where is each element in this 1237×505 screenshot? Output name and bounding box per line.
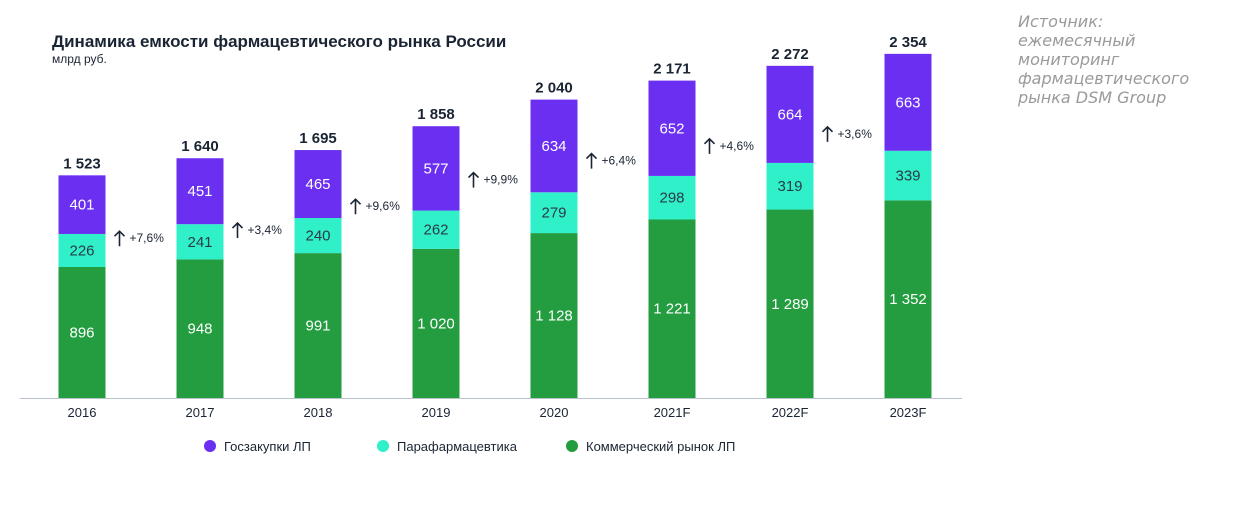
legend-label: Госзакупки ЛП: [224, 439, 311, 454]
up-arrow-icon: [467, 171, 480, 188]
segment-label: 241: [187, 234, 212, 251]
growth-label: +9,9%: [484, 173, 519, 187]
segment-label: 1 289: [771, 296, 809, 313]
segment-label: 896: [69, 325, 94, 342]
segment-label: 465: [305, 176, 330, 193]
bar-segment: [884, 53, 932, 151]
bar-segment: [294, 253, 342, 398]
up-arrow-icon: [821, 125, 834, 142]
total-label: 2 272: [771, 46, 809, 63]
bar-segment: [412, 248, 460, 398]
segment-label: 652: [659, 120, 684, 137]
segment-label: 298: [659, 190, 684, 207]
total-label: 1 695: [299, 130, 337, 147]
segment-label: 319: [777, 178, 802, 195]
total-label: 2 354: [889, 34, 927, 51]
bar-segment: [58, 175, 106, 234]
segment-label: 339: [895, 168, 920, 185]
bar-segment: [294, 150, 342, 219]
bar-segment: [294, 218, 342, 254]
bar-segment: [648, 80, 696, 176]
bar-segment: [766, 209, 814, 398]
segment-label: 451: [187, 183, 212, 200]
segment-label: 663: [895, 94, 920, 111]
growth-label: +4,6%: [720, 139, 755, 153]
segment-label: 577: [423, 160, 448, 177]
bar-segment: [176, 224, 224, 260]
x-tick-label: 2022F: [772, 405, 809, 420]
segment-label: 401: [69, 197, 94, 214]
up-arrow-icon: [113, 230, 126, 247]
segment-label: 240: [305, 228, 330, 245]
x-tick-label: 2017: [186, 405, 215, 420]
x-tick-label: 2023F: [890, 405, 927, 420]
x-tick-label: 2016: [68, 405, 97, 420]
segment-label: 262: [423, 222, 448, 239]
legend-marker: [204, 440, 216, 452]
segment-label: 1 352: [889, 291, 927, 308]
bar-segment: [530, 192, 578, 234]
legend-label: Парафармацевтика: [397, 439, 518, 454]
growth-label: +7,6%: [130, 231, 165, 245]
bar-segment: [648, 175, 696, 220]
segment-label: 1 128: [535, 308, 573, 325]
up-arrow-icon: [703, 137, 716, 154]
legend-label: Коммерческий рынок ЛП: [586, 439, 735, 454]
source-note: Источник: ежемесячный мониторинг фармаце…: [1018, 12, 1190, 107]
total-label: 1 640: [181, 138, 219, 155]
segment-label: 226: [69, 242, 94, 259]
bar-segment: [58, 267, 106, 398]
growth-label: +3,6%: [838, 127, 873, 141]
legend-marker: [377, 440, 389, 452]
growth-label: +3,4%: [248, 223, 283, 237]
bar-segment: [58, 233, 106, 268]
x-tick-label: 2021F: [654, 405, 691, 420]
chart-svg: Динамика емкости фармацевтического рынка…: [20, 32, 962, 454]
bar-segment: [884, 200, 932, 398]
up-arrow-icon: [585, 152, 598, 169]
growth-label: +9,6%: [366, 199, 401, 213]
bar-segment: [176, 259, 224, 398]
segment-label: 279: [541, 205, 566, 222]
bar-segment: [648, 219, 696, 398]
bar-segment: [884, 150, 932, 201]
growth-label: +6,4%: [602, 154, 637, 168]
bar-segment: [530, 99, 578, 193]
x-tick-label: 2019: [422, 405, 451, 420]
bar-segment: [176, 158, 224, 225]
up-arrow-icon: [349, 198, 362, 215]
x-tick-label: 2018: [304, 405, 333, 420]
segment-label: 1 020: [417, 315, 455, 332]
total-label: 1 523: [63, 155, 101, 172]
chart-area: Динамика емкости фармацевтического рынка…: [20, 32, 962, 454]
segment-label: 991: [305, 318, 330, 335]
total-label: 2 171: [653, 61, 691, 78]
legend-marker: [566, 440, 578, 452]
segment-label: 948: [187, 321, 212, 338]
bar-segment: [766, 162, 814, 210]
chart-subtitle: млрд руб.: [52, 52, 107, 66]
bar-segment: [412, 126, 460, 211]
bar-segment: [412, 210, 460, 249]
x-tick-label: 2020: [540, 405, 569, 420]
segment-label: 634: [541, 138, 566, 155]
total-label: 1 858: [417, 106, 455, 123]
bar-segment: [530, 233, 578, 398]
bar-segment: [766, 65, 814, 163]
segment-label: 1 221: [653, 301, 691, 318]
chart-title: Динамика емкости фармацевтического рынка…: [52, 32, 506, 51]
total-label: 2 040: [535, 80, 573, 97]
segment-label: 664: [777, 106, 802, 123]
up-arrow-icon: [231, 221, 244, 239]
